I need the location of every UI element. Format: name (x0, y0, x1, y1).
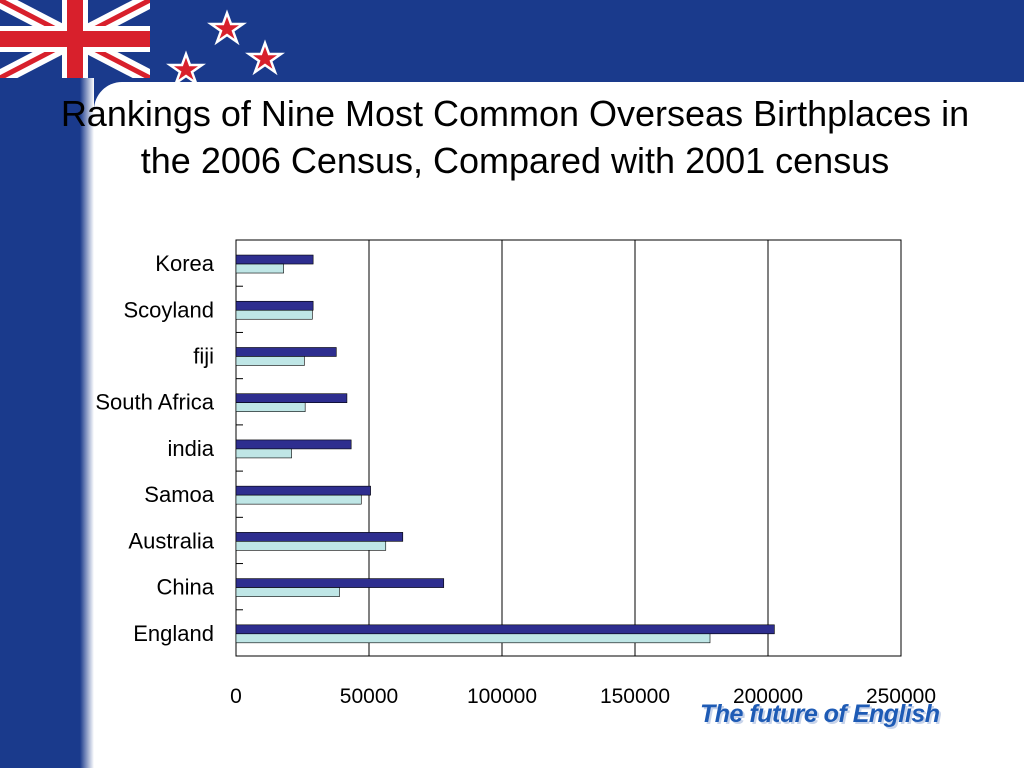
bar-series-1 (235, 439, 352, 450)
bar-series-1 (235, 254, 314, 265)
slide-title: Rankings of Nine Most Common Overseas Bi… (60, 93, 970, 181)
x-tick-label: 200000 (733, 685, 803, 708)
bar-series-2 (235, 402, 306, 413)
y-category-label: india (168, 436, 215, 461)
bar-series-2 (235, 587, 340, 597)
star-icon (245, 39, 285, 76)
y-category-label: Samoa (144, 482, 214, 507)
y-category-label: South Africa (95, 390, 214, 415)
bar-series-1 (235, 347, 337, 357)
x-tick-label: 250000 (866, 685, 936, 708)
star-icon (166, 50, 206, 86)
y-category-label: Korea (155, 251, 214, 276)
bar-series-2 (235, 633, 711, 644)
x-tick-label: 150000 (600, 685, 670, 708)
bar-series-2 (235, 356, 305, 366)
bar-series-1 (235, 578, 445, 588)
bar-series-1 (235, 624, 775, 635)
y-category-label: England (133, 621, 214, 646)
bar-series-2 (235, 263, 284, 274)
x-tick-label: 50000 (340, 685, 398, 708)
bar-series-2 (235, 494, 362, 505)
bar-series-2 (235, 309, 313, 320)
bar-series-1 (235, 393, 348, 404)
bar-series-1 (235, 532, 404, 542)
brand-logo-text: The future of English (700, 700, 940, 728)
bar-series-1 (235, 485, 371, 496)
bar-series-2 (235, 448, 292, 459)
x-tick-label: 0 (230, 685, 242, 708)
y-category-label: Australia (128, 528, 214, 553)
left-border-stripe (0, 0, 94, 768)
y-category-label: Scoyland (123, 297, 214, 322)
bar-series-1 (235, 300, 314, 311)
union-jack-flag-icon (0, 0, 150, 78)
y-category-label: fiji (193, 343, 214, 368)
y-category-label: China (157, 575, 215, 600)
southern-cross-stars-icon (166, 9, 285, 86)
star-icon (207, 9, 247, 46)
x-tick-label: 100000 (467, 685, 537, 708)
bar-series-2 (235, 541, 387, 551)
